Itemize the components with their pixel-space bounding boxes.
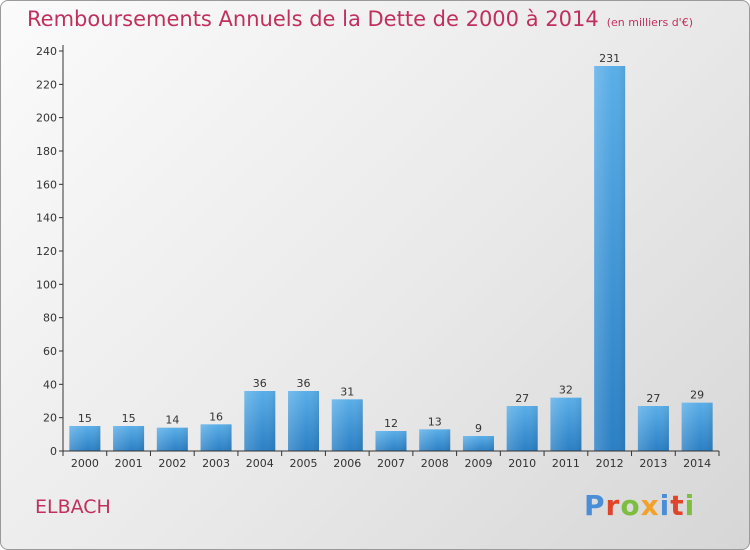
logo-letter: P (584, 489, 606, 522)
bar-value-label: 27 (515, 392, 529, 405)
x-tick-label: 2004 (246, 457, 274, 470)
x-tick-label: 2001 (115, 457, 143, 470)
title-main: Remboursements Annuels de la Dette de 20… (27, 7, 599, 31)
bar-shade-2001 (113, 426, 145, 451)
bar-value-label: 9 (475, 422, 482, 435)
x-tick-label: 2006 (333, 457, 361, 470)
commune-name: ELBACH (35, 496, 111, 518)
bar-value-label: 31 (340, 385, 354, 398)
y-tick-label: 200 (36, 112, 57, 125)
bar-shade-2003 (200, 424, 232, 451)
y-tick-label: 160 (36, 178, 57, 191)
bar-value-label: 14 (165, 414, 179, 427)
y-tick-label: 80 (43, 312, 57, 325)
logo-letter: r (605, 489, 621, 522)
proxiti-logo[interactable]: Proxiti (584, 489, 695, 522)
x-tick-label: 2008 (421, 457, 449, 470)
bar-shade-2011 (550, 397, 582, 451)
y-tick-label: 120 (36, 245, 57, 258)
bar-shade-2004 (244, 391, 276, 451)
y-tick-label: 240 (36, 45, 57, 58)
bar-shade-2000 (69, 426, 101, 451)
bar-shade-2012 (594, 66, 626, 451)
bar-shade-2010 (506, 406, 538, 451)
logo-letter: t (670, 489, 685, 522)
x-tick-label: 2000 (71, 457, 99, 470)
x-tick-label: 2009 (464, 457, 492, 470)
bar-shade-2005 (288, 391, 320, 451)
bar-value-label: 12 (384, 417, 398, 430)
y-tick-label: 20 (43, 412, 57, 425)
y-axis: 0 20 40 60 80 100 120 140 160 180 200 220 240 (36, 45, 64, 458)
y-tick-label: 40 (43, 378, 57, 391)
bar-value-label: 36 (297, 377, 311, 390)
bar-value-label: 27 (646, 392, 660, 405)
x-tick-label: 2005 (290, 457, 318, 470)
bar-shade-2009 (462, 436, 494, 451)
bar-shade-2008 (419, 429, 451, 451)
x-tick-label: 2007 (377, 457, 405, 470)
bar-shade-2013 (637, 406, 669, 451)
bar-value-label: 16 (209, 410, 223, 423)
bar-value-label: 231 (599, 52, 620, 65)
y-tick-label: 220 (36, 78, 57, 91)
bar-value-label: 15 (78, 412, 92, 425)
title-unit: (en milliers d'€) (606, 16, 693, 29)
x-tick-label: 2011 (552, 457, 580, 470)
x-tick-label: 2010 (508, 457, 536, 470)
bar-shade-2006 (331, 399, 363, 451)
bar-shade-2007 (375, 431, 407, 451)
bar-value-label: 29 (690, 389, 704, 402)
bar-shade-2014 (681, 402, 713, 451)
chart-title: Remboursements Annuels de la Dette de 20… (27, 7, 693, 31)
bar-value-label: 32 (559, 384, 573, 397)
logo-letter: o (620, 489, 641, 522)
y-tick-label: 100 (36, 278, 57, 291)
logo-letter: i (659, 489, 671, 522)
bar-shade-2002 (156, 427, 188, 451)
y-tick-label: 60 (43, 345, 57, 358)
x-tick-label: 2012 (596, 457, 624, 470)
x-tick-label: 2014 (683, 457, 711, 470)
y-tick-label: 180 (36, 145, 57, 158)
bar-value-label: 36 (253, 377, 267, 390)
x-axis: 2000 2001 2002 2003 2004 2005 2006 2007 2008 2009… (62, 450, 720, 470)
logo-letter: x (640, 489, 660, 522)
bar-value-label: 15 (122, 412, 136, 425)
x-tick-label: 2003 (202, 457, 230, 470)
bar-value-label: 13 (428, 415, 442, 428)
y-tick-label: 0 (50, 445, 57, 458)
logo-letter: i (684, 489, 696, 522)
bars: 15 15 14 16 36 36 31 12 13 9 27 32 231 27 29 (69, 52, 713, 451)
x-tick-label: 2002 (158, 457, 186, 470)
y-tick-label: 140 (36, 212, 57, 225)
x-tick-label: 2013 (639, 457, 667, 470)
